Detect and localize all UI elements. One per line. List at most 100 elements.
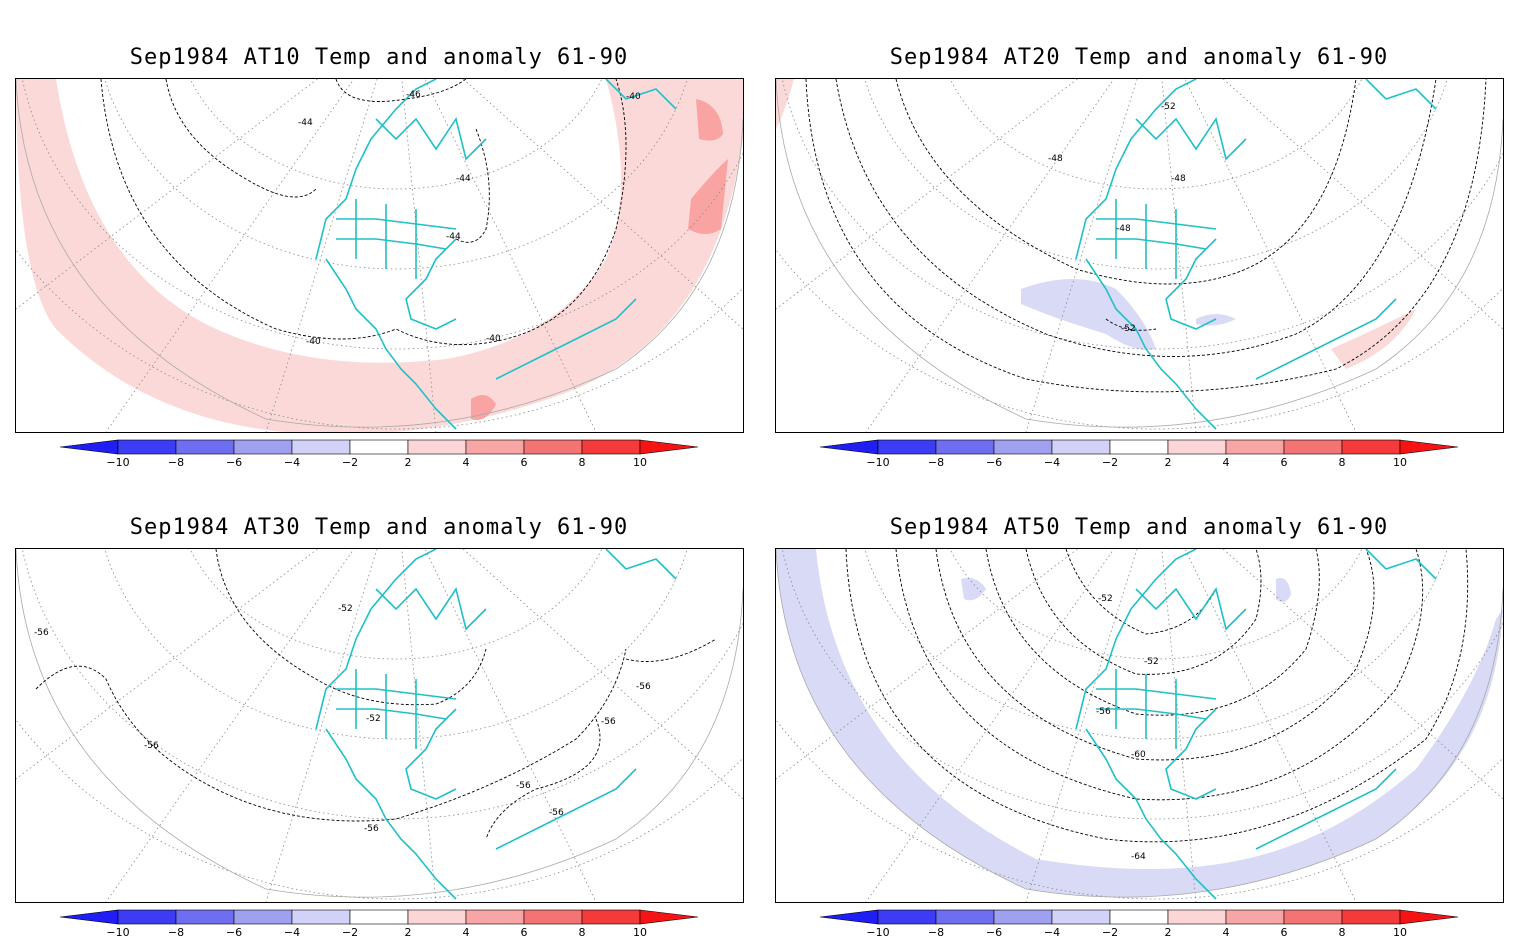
contour-label: -56 [1096,707,1111,717]
colorbar-box [993,439,1053,455]
colorbar: −10 −8 −6 −4 −2 2 4 6 8 10 [55,908,715,940]
colorbar-tick-label: 2 [1165,456,1172,469]
cool-anomaly-band [776,549,1503,898]
warm-anomaly-patch [1331,309,1416,369]
contour-label: -48 [1048,154,1063,164]
colorbar-box [1051,439,1111,455]
colorbar-tick-label: 2 [1165,926,1172,939]
colorbar-tick-label: 8 [579,926,586,939]
colorbar-box [935,439,995,455]
contour-label: -48 [1171,174,1186,184]
colorbar-box [1109,439,1169,455]
contour-label: -40 [306,337,321,347]
colorbar: −10 −8 −6 −4 −2 2 4 6 8 10 [815,438,1475,470]
warm-anomaly-patch [696,99,723,141]
contour-label: -56 [364,824,379,834]
colorbar-tick-label: 6 [1281,926,1288,939]
colorbar-box [407,439,467,455]
colorbar-tick-label: −6 [226,456,242,469]
colorbar-tick-label: 2 [405,456,412,469]
colorbar-tick-label: 10 [633,926,647,939]
colorbar-box [1051,909,1111,925]
contour-label: -40 [626,92,641,102]
cool-anomaly-patch [961,577,986,601]
contour-label: -40 [486,334,501,344]
cool-anomaly-patch [1276,578,1291,603]
colorbar-arrow-right [639,439,699,455]
colorbar-tick-label: −4 [284,456,300,469]
colorbar-tick-label: −10 [106,456,129,469]
colorbar-box [465,909,525,925]
panel-3-title: Sep1984 AT30 Temp and anomaly 61-90 [129,515,629,540]
colorbar-box [1283,439,1343,455]
panel-4-title: Sep1984 AT50 Temp and anomaly 61-90 [889,515,1389,540]
colorbar-box [117,909,177,925]
colorbar-tick-label: −8 [168,926,184,939]
contour-label: -52 [366,714,381,724]
colorbar-tick-label: −2 [342,926,358,939]
colorbar-tick-label: 8 [579,456,586,469]
colorbar-tick-label: −6 [986,926,1002,939]
contour-label: -44 [456,174,471,184]
colorbar-arrow-right [639,909,699,925]
warm-anomaly-patch [471,395,496,420]
contour-label: -52 [1144,657,1159,667]
colorbar-box [349,909,409,925]
colorbar-box [935,909,995,925]
colorbar-tick-label: 6 [1281,456,1288,469]
colorbar-box [1109,909,1169,925]
colorbar-box [1341,439,1401,455]
colorbar-box [465,439,525,455]
colorbar-box [291,909,351,925]
contour-label: -60 [1131,750,1146,760]
contour-label: -52 [1161,102,1176,112]
contour-label: -56 [549,808,564,818]
colorbar-box [877,439,937,455]
colorbar-box [581,909,641,925]
colorbar-tick-label: 4 [1223,926,1230,939]
colorbar-box [349,439,409,455]
colorbar-tick-label: 10 [1393,926,1407,939]
colorbar-box [175,909,235,925]
colorbar-arrow-left [59,909,119,925]
colorbar-box [1225,909,1285,925]
colorbar-box [407,909,467,925]
contour-label: -64 [1131,852,1146,862]
colorbar-tick-label: −10 [106,926,129,939]
contour-label: -56 [601,717,616,727]
contour-label: -56 [516,781,531,791]
cool-anomaly-patch [1021,279,1156,350]
panel-2-title: Sep1984 AT20 Temp and anomaly 61-90 [889,45,1389,70]
colorbar-tick-label: −2 [1102,456,1118,469]
colorbar-arrow-left [819,439,879,455]
colorbar-tick-label: −6 [986,456,1002,469]
contour-label: -56 [636,682,651,692]
colorbar-tick-label: −8 [928,926,944,939]
colorbar-box [877,909,937,925]
colorbar-tick-label: 2 [405,926,412,939]
colorbar-box [1167,439,1227,455]
colorbar-arrow-left [819,909,879,925]
colorbar-box [993,909,1053,925]
contour-label: -56 [34,628,49,638]
colorbar-box [1283,909,1343,925]
colorbar-box [1341,909,1401,925]
colorbar-tick-label: −10 [866,456,889,469]
panel-1-map: -46 -40 -44 -44 -44 -40 -40 [15,78,744,433]
colorbar-tick-label: −2 [342,456,358,469]
panel-4-map: -52 -52 -56 -60 -64 [775,548,1504,903]
colorbar-box [523,909,583,925]
contour-label: -48 [1116,224,1131,234]
colorbar-arrow-left [59,439,119,455]
panel-1-title: Sep1984 AT10 Temp and anomaly 61-90 [129,45,629,70]
colorbar-tick-label: 4 [1223,456,1230,469]
warm-anomaly-band [16,79,743,432]
contour-label: -44 [446,232,461,242]
colorbar: −10 −8 −6 −4 −2 2 4 6 8 10 [815,908,1475,940]
colorbar-tick-label: −4 [284,926,300,939]
colorbar-box [581,439,641,455]
colorbar-tick-label: 4 [463,926,470,939]
colorbar-tick-label: −6 [226,926,242,939]
colorbar-box [117,439,177,455]
colorbar-tick-label: −8 [928,456,944,469]
